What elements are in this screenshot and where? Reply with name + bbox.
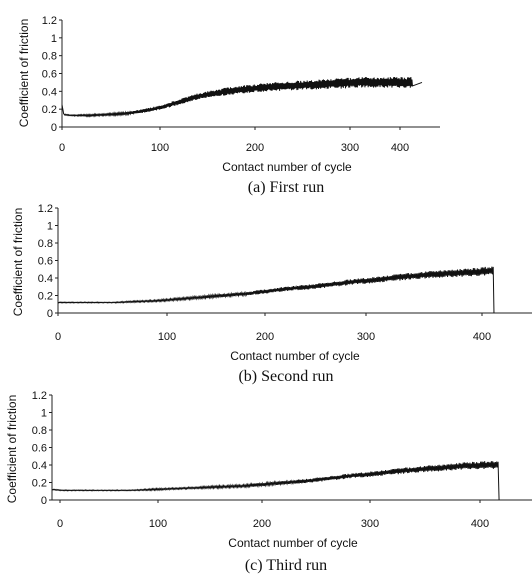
series-layer — [51, 461, 500, 501]
x-tick-label: 200 — [253, 518, 271, 530]
y-axis-title: Coefficient of friction — [11, 208, 25, 317]
x-tick-label: 400 — [391, 142, 409, 154]
friction-series-line — [61, 77, 423, 118]
panel-caption: (c) Third run — [245, 557, 327, 574]
y-axis-title: Coefficient of friction — [17, 19, 31, 128]
y-tick-label: 1.2 — [32, 390, 47, 402]
series-layer — [57, 266, 495, 314]
series-layer — [61, 77, 423, 118]
panel-third-run: 0 0.2 0.4 0.6 0.8 1 1.2 0 100 200 300 400 Coefficie… — [5, 390, 532, 574]
y-tick-label: 1.2 — [42, 15, 57, 27]
x-tick-label: 400 — [473, 331, 491, 343]
y-tick-label: 0.4 — [38, 273, 53, 285]
friction-series-line — [51, 461, 500, 501]
panel-caption: (a) First run — [248, 179, 324, 196]
y-tick-label: 1 — [51, 33, 57, 45]
y-tick-label: 0 — [51, 122, 57, 134]
y-tick-label: 0.4 — [42, 86, 57, 98]
x-tick-label: 100 — [151, 142, 169, 154]
y-tick-label: 0.8 — [42, 51, 57, 63]
x-tick-label: 100 — [149, 518, 167, 530]
tick-layer: 0 0.2 0.4 0.6 0.8 1 1.2 0 100 200 300 400 — [32, 390, 489, 530]
y-tick-label: 0.8 — [38, 238, 53, 250]
y-tick-label: 0.6 — [32, 443, 47, 455]
y-tick-label: 0 — [47, 308, 53, 320]
y-tick-label: 0.2 — [38, 291, 53, 303]
y-tick-label: 1 — [41, 408, 47, 420]
x-tick-label: 300 — [341, 142, 359, 154]
tick-layer: 0 0.2 0.4 0.6 0.8 1 1.2 0 100 200 300 400 — [38, 203, 491, 343]
x-tick-label: 300 — [361, 518, 379, 530]
x-axis-title: Contact number of cycle — [228, 536, 358, 550]
panel-caption: (b) Second run — [238, 368, 333, 385]
y-tick-label: 0.8 — [32, 425, 47, 437]
x-tick-label: 400 — [471, 518, 489, 530]
y-tick-label: 0.2 — [32, 478, 47, 490]
x-tick-label: 200 — [256, 331, 274, 343]
y-tick-label: 0.6 — [38, 256, 53, 268]
y-tick-label: 0.6 — [42, 69, 57, 81]
y-tick-label: 0.2 — [42, 104, 57, 116]
tick-layer: 0 0.2 0.4 0.6 0.8 1 1.2 0 100 200 300 400 — [42, 15, 409, 154]
x-tick-label: 0 — [57, 518, 63, 530]
y-tick-label: 0 — [41, 495, 47, 507]
x-tick-label: 200 — [246, 142, 264, 154]
y-tick-label: 1 — [47, 221, 53, 233]
y-axis-title: Coefficient of friction — [5, 395, 19, 504]
panel-second-run: 0 0.2 0.4 0.6 0.8 1 1.2 0 100 200 300 400 Coefficie… — [11, 203, 532, 385]
y-tick-label: 1.2 — [38, 203, 53, 215]
x-tick-label: 0 — [59, 142, 65, 154]
x-tick-label: 300 — [357, 331, 375, 343]
friction-series-line — [57, 266, 495, 314]
panel-first-run: 0 0.2 0.4 0.6 0.8 1 1.2 0 100 200 300 400 Coefficie… — [17, 15, 440, 196]
x-tick-label: 100 — [158, 331, 176, 343]
y-tick-label: 0.4 — [32, 460, 47, 472]
x-tick-label: 0 — [55, 331, 61, 343]
x-axis-title: Contact number of cycle — [222, 160, 352, 174]
x-axis-title: Contact number of cycle — [230, 349, 360, 363]
